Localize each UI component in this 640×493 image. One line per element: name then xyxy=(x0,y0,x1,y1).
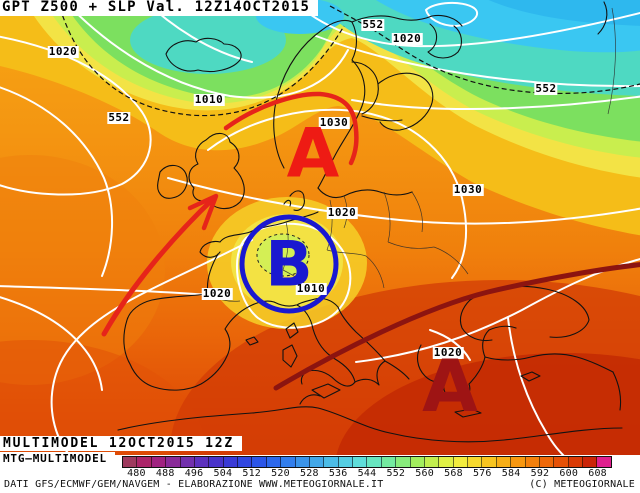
low-core-contour xyxy=(256,233,310,277)
credit-left-text: DATI GFS/ECMWF/GEM/NAVGEM - ELABORAZIONE… xyxy=(4,479,384,490)
map-title: GPT Z500 + SLP Val. 12Z14OCT2015 xyxy=(0,0,319,16)
colorbar-segment xyxy=(396,457,411,467)
atlantic-orange-patch xyxy=(0,155,165,385)
colorbar-tick-label: 584 xyxy=(501,468,521,479)
colorbar-tick-label: 480 xyxy=(127,468,146,479)
coastlines xyxy=(117,1,623,443)
colorbar-tick-row: 480 488 496 504 512 520 528 536 544 552 560 568 576 5… xyxy=(122,468,612,479)
colorbar-segment xyxy=(496,457,512,467)
colorbar-segment xyxy=(453,457,468,467)
arctic-deep-cyan xyxy=(488,0,640,26)
maroon-ridge-arc xyxy=(273,262,640,391)
colorbar-tick-label: 520 xyxy=(271,468,290,479)
high-symbol-southeast: A xyxy=(422,344,478,429)
model-run-label: MULTIMODEL 12OCT2015 12Z xyxy=(0,436,243,451)
colorbar-segment xyxy=(525,457,540,467)
colorbar-segment xyxy=(410,457,425,467)
colorbar-segment xyxy=(353,457,368,467)
colorbar-tick-label: 496 xyxy=(184,468,204,479)
credits-row: DATI GFS/ECMWF/GEM/NAVGEM - ELABORAZIONE… xyxy=(0,479,640,492)
low-circle xyxy=(239,214,339,314)
country-borders xyxy=(208,7,616,302)
annotation-arcs xyxy=(101,91,640,391)
red-ridge-arc xyxy=(223,91,359,166)
colorbar-segment xyxy=(137,457,152,467)
colorbar-tick-label: 552 xyxy=(386,468,406,479)
colorbar-segment xyxy=(424,457,440,467)
colorbar-tick-label: 560 xyxy=(415,468,434,479)
colorbar-tick-label: 488 xyxy=(155,468,175,479)
colorbar-segment xyxy=(266,457,282,467)
low-symbol-central: B xyxy=(265,227,313,301)
colorbar-segment xyxy=(367,457,382,467)
colorbar-segment xyxy=(151,457,167,467)
pressure-label: 1020 xyxy=(432,346,464,359)
colorbar-segment xyxy=(482,457,497,467)
pressure-label: 1010 xyxy=(295,282,327,295)
southeast-deep-red-core xyxy=(336,353,640,455)
colorbar-segment xyxy=(309,457,325,467)
z500-colorbar xyxy=(122,456,612,468)
colorbar-segment xyxy=(511,457,526,467)
colorbar-tick-label: 568 xyxy=(444,468,463,479)
pressure-label: 1020 xyxy=(326,206,358,219)
colorbar-segment xyxy=(597,457,611,467)
colorbar-tick-label: 504 xyxy=(213,468,233,479)
colorbar-segment xyxy=(468,457,483,467)
colorbar-tick-label: 528 xyxy=(300,468,319,479)
southwest-dark-orange-patch xyxy=(0,340,205,455)
pressure-label: 1020 xyxy=(201,287,233,300)
pressure-label: 1030 xyxy=(452,183,484,196)
colorbar-tick-label: 600 xyxy=(559,468,579,479)
colorbar-segment xyxy=(338,457,353,467)
colorbar-tick-label: 576 xyxy=(472,468,492,479)
colorbar-segment xyxy=(238,457,253,467)
credit-right-text: (C) METEOGIORNALE xyxy=(529,479,635,490)
colorbar-segment xyxy=(324,457,339,467)
iceland-teal-pocket xyxy=(130,6,286,74)
low-core-lime xyxy=(257,234,309,276)
colorbar-segment xyxy=(223,457,238,467)
colorbar-tick-label: 536 xyxy=(328,468,348,479)
model-name-label: MTG—MULTIMODEL xyxy=(0,452,115,465)
red-flow-arrow-head xyxy=(187,193,219,231)
pressure-label: 1020 xyxy=(47,45,79,58)
colorbar-segment xyxy=(281,457,296,467)
colorbar-segment xyxy=(166,457,181,467)
colorbar-segment xyxy=(554,457,569,467)
map-canvas xyxy=(0,0,640,455)
colorbar-tick-label: 512 xyxy=(242,468,262,479)
z500-height-label: 552 xyxy=(361,18,385,31)
pressure-label: 1010 xyxy=(193,93,225,106)
high-symbol-north: A xyxy=(286,114,340,194)
colorbar-segment xyxy=(123,457,138,467)
red-flow-arrow-shaft xyxy=(101,195,217,337)
colorbar-segment xyxy=(209,457,224,467)
pressure-label: 1030 xyxy=(318,116,350,129)
z500-height-label: 552 xyxy=(534,82,558,95)
colorbar-segment xyxy=(539,457,555,467)
colorbar-tick-label: 592 xyxy=(530,468,550,479)
z500-height-label: 552 xyxy=(107,111,131,124)
colorbar-segment xyxy=(583,457,598,467)
colorbar-tick-label: 544 xyxy=(357,468,377,479)
pressure-label: 1020 xyxy=(391,32,423,45)
colorbar-segment xyxy=(252,457,267,467)
colorbar-segment xyxy=(180,457,195,467)
colorbar-segment xyxy=(295,457,310,467)
europe-weather-map: 1020 1010 552 552 1020 1030 552 1030 1020 1020 101… xyxy=(0,0,640,455)
colorbar-segment xyxy=(381,457,397,467)
colorbar-segment xyxy=(439,457,454,467)
colorbar-segment xyxy=(194,457,210,467)
colorbar-tick-label: 608 xyxy=(588,468,607,479)
colorbar-segment xyxy=(568,457,583,467)
